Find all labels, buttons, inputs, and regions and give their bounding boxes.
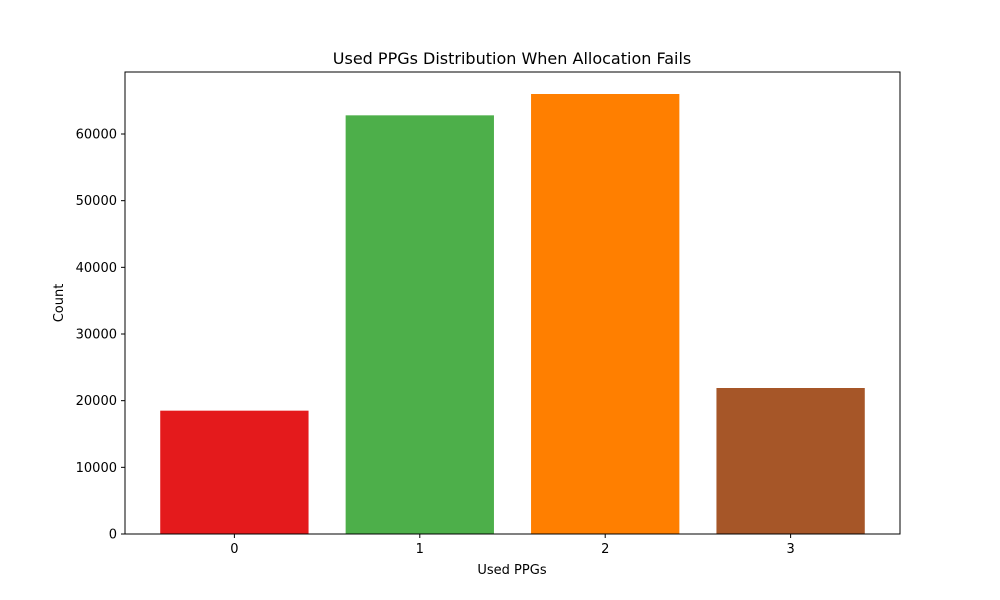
x-tick-label: 1 (416, 542, 424, 557)
y-axis-label: Count (52, 284, 67, 323)
bar-0 (160, 410, 309, 534)
y-tick-label: 20000 (76, 394, 117, 409)
x-tick-label: 3 (786, 542, 794, 557)
y-tick-label: 60000 (76, 128, 117, 143)
y-tick-label: 50000 (76, 194, 117, 209)
y-axis: 0 10000 20000 30000 40000 50000 60000 (76, 128, 125, 543)
bar-3 (716, 388, 865, 534)
plot-frame (124, 71, 901, 535)
bars-group (160, 94, 865, 534)
y-tick-label: 30000 (76, 328, 117, 343)
bar-2 (531, 94, 680, 534)
x-tick-label: 0 (230, 542, 238, 557)
y-tick-label: 0 (109, 528, 117, 543)
bar-1 (345, 115, 494, 534)
y-tick-label: 40000 (76, 261, 117, 276)
plot-area: 0 1 2 3 0 10000 20000 30000 40000 50000 60000 (76, 71, 901, 557)
x-axis-label: Used PPGs (477, 563, 546, 578)
x-tick-label: 2 (601, 542, 609, 557)
chart-title: Used PPGs Distribution When Allocation F… (333, 49, 691, 68)
y-tick-label: 10000 (76, 461, 117, 476)
x-axis: 0 1 2 3 (230, 534, 795, 557)
